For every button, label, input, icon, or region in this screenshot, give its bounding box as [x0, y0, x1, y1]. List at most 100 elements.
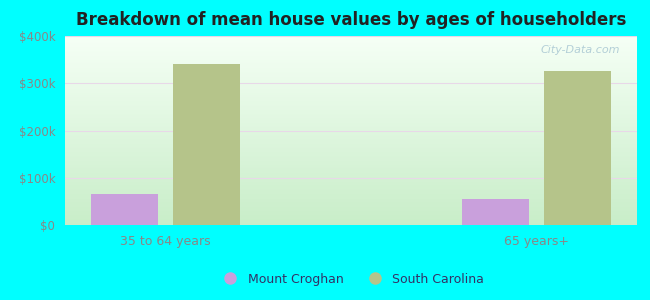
- Bar: [65, 59, 637, 60]
- Bar: [65, 223, 637, 224]
- Bar: [65, 151, 637, 152]
- Bar: [65, 181, 637, 182]
- Bar: [65, 158, 637, 159]
- Bar: [65, 174, 637, 175]
- Bar: [65, 172, 637, 173]
- Bar: [65, 54, 637, 55]
- Bar: [65, 206, 637, 207]
- Bar: [65, 64, 637, 65]
- Bar: [65, 70, 637, 71]
- Bar: [462, 199, 529, 225]
- Bar: [65, 131, 637, 132]
- Bar: [65, 192, 637, 193]
- Bar: [65, 169, 637, 170]
- Bar: [65, 38, 637, 39]
- Bar: [65, 42, 637, 43]
- Bar: [65, 162, 637, 163]
- Bar: [65, 76, 637, 78]
- Bar: [65, 149, 637, 150]
- Bar: [65, 50, 637, 51]
- Bar: [65, 217, 637, 218]
- Bar: [65, 184, 637, 185]
- Bar: [65, 108, 637, 109]
- Bar: [65, 182, 637, 183]
- Bar: [65, 78, 637, 79]
- Bar: [65, 191, 637, 192]
- Bar: [65, 209, 637, 210]
- Bar: [65, 214, 637, 215]
- Bar: [65, 45, 637, 46]
- Bar: [65, 150, 637, 151]
- Bar: [65, 141, 637, 142]
- Bar: [65, 200, 637, 201]
- Bar: [65, 71, 637, 72]
- Bar: [65, 189, 637, 190]
- Title: Breakdown of mean house values by ages of householders: Breakdown of mean house values by ages o…: [76, 11, 626, 29]
- Bar: [65, 137, 637, 138]
- Bar: [65, 112, 637, 113]
- Bar: [65, 220, 637, 221]
- Bar: [65, 79, 637, 80]
- Bar: [65, 72, 637, 73]
- Bar: [65, 185, 637, 186]
- Bar: [65, 91, 637, 92]
- Bar: [65, 187, 637, 188]
- Bar: [65, 62, 637, 63]
- Bar: [65, 161, 637, 162]
- Bar: [65, 188, 637, 189]
- Bar: [65, 190, 637, 191]
- Bar: [65, 120, 637, 121]
- Bar: [65, 98, 637, 99]
- Bar: [173, 64, 240, 225]
- Bar: [65, 205, 637, 206]
- Bar: [65, 61, 637, 62]
- Bar: [65, 74, 637, 75]
- Bar: [65, 80, 637, 81]
- Bar: [65, 153, 637, 154]
- Bar: [65, 148, 637, 149]
- Bar: [65, 197, 637, 198]
- Bar: [65, 122, 637, 123]
- Bar: [65, 48, 637, 49]
- Bar: [65, 195, 637, 196]
- Bar: [65, 126, 637, 127]
- Bar: [65, 142, 637, 143]
- Bar: [65, 109, 637, 110]
- Bar: [65, 107, 637, 108]
- Bar: [65, 82, 637, 83]
- Text: City-Data.com: City-Data.com: [540, 45, 620, 56]
- Bar: [65, 63, 637, 64]
- Bar: [65, 81, 637, 82]
- Bar: [65, 47, 637, 48]
- Bar: [65, 129, 637, 130]
- Bar: [65, 167, 637, 168]
- Bar: [65, 104, 637, 105]
- Bar: [65, 145, 637, 146]
- Bar: [65, 138, 637, 139]
- Bar: [65, 168, 637, 169]
- Bar: [65, 204, 637, 205]
- Bar: [65, 201, 637, 202]
- Bar: [65, 202, 637, 203]
- Bar: [65, 139, 637, 140]
- Bar: [65, 90, 637, 91]
- Bar: [65, 75, 637, 76]
- Bar: [65, 41, 637, 42]
- Bar: [65, 144, 637, 145]
- Bar: [65, 132, 637, 133]
- Bar: [65, 52, 637, 53]
- Bar: [65, 88, 637, 89]
- Bar: [65, 92, 637, 93]
- Bar: [65, 86, 637, 87]
- Bar: [65, 105, 637, 106]
- Bar: [65, 154, 637, 155]
- Bar: [65, 93, 637, 94]
- Bar: [65, 127, 637, 128]
- Bar: [65, 106, 637, 107]
- Bar: [65, 117, 637, 118]
- Bar: [65, 39, 637, 40]
- Bar: [65, 224, 637, 225]
- Bar: [65, 212, 637, 213]
- Bar: [65, 221, 637, 222]
- Bar: [65, 44, 637, 45]
